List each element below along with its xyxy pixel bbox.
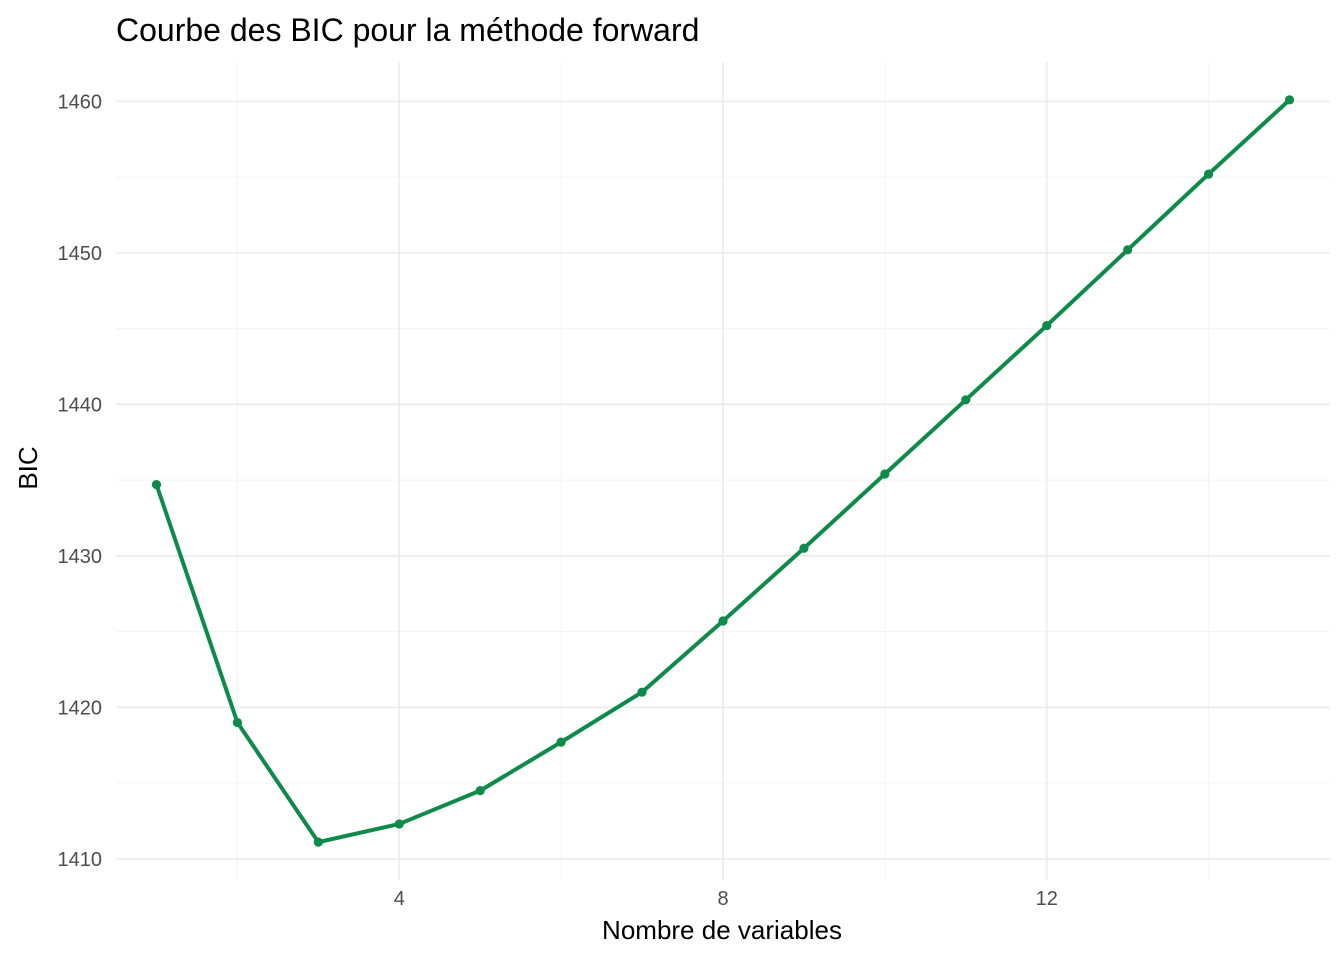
x-tick-label: 8 — [717, 888, 728, 910]
y-tick-label: 1450 — [58, 243, 103, 265]
series-layer — [151, 95, 1295, 847]
bic-data-point — [475, 786, 485, 796]
bic-data-point — [1284, 95, 1295, 105]
bic-data-point — [880, 469, 890, 479]
bic-data-point — [718, 616, 728, 626]
y-tick-label: 1460 — [58, 91, 103, 113]
x-tick-labels: 4 8 12 — [394, 888, 1058, 910]
y-tick-label: 1430 — [58, 546, 103, 568]
x-axis-title: Nombre de variables — [602, 915, 842, 945]
major-gridlines — [116, 62, 1330, 880]
y-tick-labels: 1410 1420 1430 1440 1450 1460 — [58, 91, 103, 870]
x-tick-label: 12 — [1036, 888, 1058, 910]
bic-data-point — [637, 687, 647, 697]
bic-data-point — [232, 717, 242, 728]
bic-data-point — [1042, 320, 1052, 331]
bic-data-point — [151, 480, 162, 490]
bic-data-point — [313, 837, 323, 847]
x-tick-label: 4 — [394, 888, 405, 910]
bic-data-point — [1123, 245, 1133, 255]
chart-title: Courbe des BIC pour la méthode forward — [116, 12, 699, 48]
y-tick-label: 1420 — [58, 697, 103, 719]
bic-data-point — [961, 395, 971, 405]
y-tick-label: 1410 — [58, 849, 103, 871]
bic-data-point — [1204, 169, 1214, 179]
bic-data-point — [556, 737, 566, 747]
bic-data-point — [799, 543, 809, 553]
bic-data-point — [394, 819, 404, 829]
y-axis-title: BIC — [13, 446, 43, 489]
y-tick-label: 1440 — [58, 394, 103, 416]
